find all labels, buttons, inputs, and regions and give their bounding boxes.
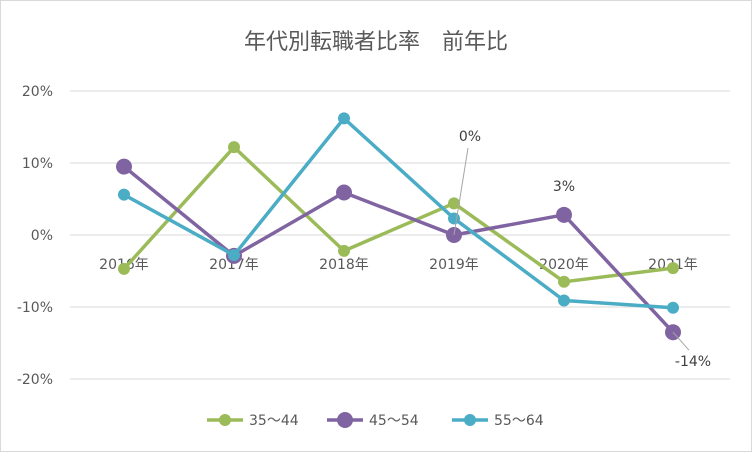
data-label: -14% xyxy=(675,354,711,370)
legend-label: 55～64 xyxy=(494,413,544,429)
y-tick-label: 0% xyxy=(31,228,53,244)
data-point xyxy=(228,249,240,262)
data-labels: 0% 3% -14% xyxy=(453,129,711,370)
y-tick-label: -10% xyxy=(17,300,53,316)
data-point xyxy=(338,244,350,257)
series-line xyxy=(122,145,675,284)
label-leader-line xyxy=(672,331,690,351)
data-point xyxy=(667,301,679,314)
data-label: 3% xyxy=(553,179,575,195)
x-tick-label: 2019年 xyxy=(429,257,479,273)
legend-item: 55～64 xyxy=(452,413,544,429)
series-line xyxy=(122,164,675,334)
data-point xyxy=(336,184,352,201)
legend-swatch-marker xyxy=(464,414,476,426)
legend-label: 35～44 xyxy=(249,413,299,429)
legend-swatch-marker xyxy=(219,414,231,426)
y-axis-ticks: 20% 10% 0% -10% -20% xyxy=(17,84,53,388)
data-point xyxy=(118,188,130,201)
y-tick-label: -20% xyxy=(17,372,53,388)
data-point xyxy=(558,294,570,307)
x-tick-label: 2018年 xyxy=(319,257,369,273)
data-point xyxy=(116,158,132,175)
legend: 35～44 45～54 55～64 xyxy=(207,412,544,429)
series-line xyxy=(122,116,675,310)
label-leader-line xyxy=(453,147,469,236)
series-group xyxy=(116,112,681,341)
legend-label: 45～54 xyxy=(369,413,419,429)
data-label: 0% xyxy=(459,129,481,145)
y-tick-label: 20% xyxy=(22,84,53,100)
x-tick-label: 2020年 xyxy=(539,257,589,273)
data-point xyxy=(556,206,572,223)
chart-title: 年代別転職者比率 前年比 xyxy=(244,30,508,55)
legend-item: 45～54 xyxy=(327,412,419,429)
legend-item: 35～44 xyxy=(207,413,299,429)
data-point xyxy=(558,275,570,288)
data-point xyxy=(118,262,130,275)
data-point xyxy=(448,212,460,225)
data-point xyxy=(448,197,460,210)
y-tick-label: 10% xyxy=(22,156,53,172)
x-axis-ticks: 2016年2017年2018年2019年2020年2021年 xyxy=(99,257,698,273)
gridlines xyxy=(70,90,730,380)
data-point xyxy=(338,112,350,125)
legend-swatch-marker xyxy=(337,412,353,428)
x-tick-label: 2017年 xyxy=(209,257,259,273)
data-point xyxy=(667,262,679,275)
data-point xyxy=(228,141,240,154)
series-1 xyxy=(118,141,679,288)
